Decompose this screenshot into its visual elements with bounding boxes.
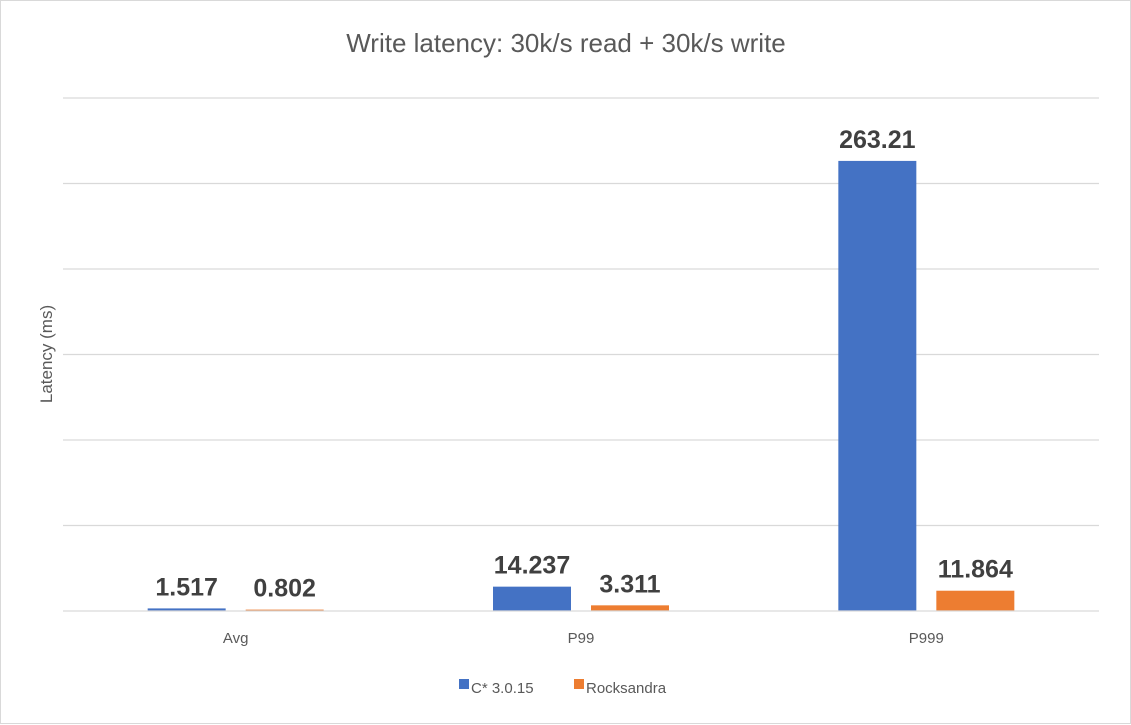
x-tick-label-p999: P999 — [909, 630, 944, 647]
legend: C* 3.0.15 Rocksandra — [459, 679, 667, 697]
chart-title: Write latency: 30k/s read + 30k/s write — [346, 28, 786, 58]
data-label-p999-c-3-0-15: 263.21 — [839, 126, 916, 154]
gridlines — [63, 97, 1099, 527]
y-axis-label: Latency (ms) — [37, 305, 56, 403]
bar-p99-c-3-0-15 — [493, 586, 571, 611]
bar-p99-rocksandra — [591, 605, 669, 611]
x-axis-ticks: Avg P99 P999 — [223, 630, 944, 647]
data-label-p99-c-3-0-15: 14.237 — [494, 552, 570, 580]
bar-avg-rocksandra — [245, 609, 324, 611]
legend-label-c-3-0-15: C* 3.0.15 — [471, 680, 534, 697]
data-label-avg-rocksandra: 0.802 — [253, 575, 316, 603]
x-tick-label-avg: Avg — [223, 630, 249, 647]
legend-swatch-rocksandra — [574, 679, 584, 689]
x-tick-label-p99: P99 — [568, 630, 595, 647]
data-labels: 1.517 0.802 14.237 3.311 263.21 11.864 — [155, 126, 1013, 603]
bar-p999-rocksandra — [936, 590, 1015, 611]
data-label-p99-rocksandra: 3.311 — [599, 570, 660, 598]
legend-swatch-c-3-0-15 — [459, 679, 469, 689]
legend-label-rocksandra: Rocksandra — [586, 680, 667, 697]
bars — [147, 160, 1015, 612]
bar-avg-c-3-0-15 — [147, 608, 226, 611]
data-label-p999-rocksandra: 11.864 — [938, 556, 1013, 584]
data-label-avg-c-3-0-15: 1.517 — [155, 573, 218, 601]
bar-p999-c-3-0-15 — [838, 160, 917, 612]
